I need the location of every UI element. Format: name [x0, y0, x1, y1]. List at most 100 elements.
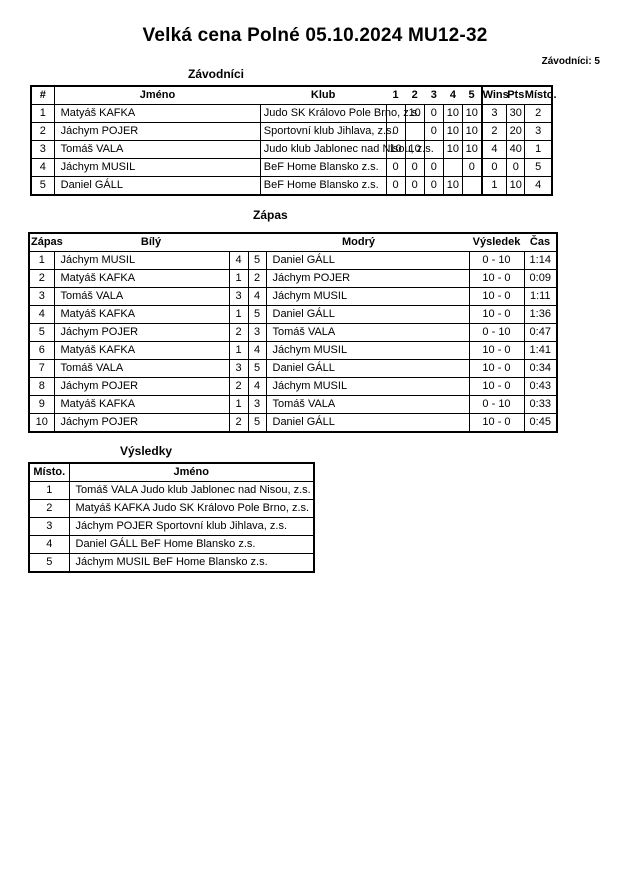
cell-blue-name: Daniel GÁLL [265, 305, 470, 324]
col-header-round-1: 1 [386, 86, 406, 105]
cell-blue-number: 3 [247, 395, 267, 414]
cell-score-2: 0 [404, 158, 425, 177]
cell-club: Sportovní klub Jihlava, z.s. [259, 122, 395, 141]
cell-place: 5 [524, 158, 553, 177]
col-header-pts: Pts [506, 86, 525, 105]
cell-white-name: Matyáš KAFKA [53, 341, 230, 360]
matches-header-row: Zápas Bílý Modrý Výsledek Čas [29, 233, 557, 252]
cell-result: 10 - 0 [468, 359, 525, 378]
cell-white-number: 3 [228, 287, 249, 306]
cell-wins: 4 [480, 140, 508, 159]
cell-blue-number: 5 [247, 305, 267, 324]
match-row: 1 Jáchym MUSIL 4 5 Daniel GÁLL 0 - 10 1:… [28, 251, 558, 270]
cell-club: BeF Home Blansko z.s. [259, 158, 387, 177]
cell-white-number: 2 [228, 323, 249, 342]
cell-blue-number: 5 [247, 359, 267, 378]
page-title: Velká cena Polné 05.10.2024 MU12-32 [142, 25, 488, 46]
cell-blue-number: 4 [247, 377, 267, 396]
cell-place: 4 [28, 535, 70, 554]
col-header-name: Jméno [68, 463, 314, 482]
result-row: 2 Matyáš KAFKA Judo SK Královo Pole Brno… [28, 499, 315, 518]
col-header-wins: Wins [480, 86, 509, 105]
cell-white-number: 3 [228, 359, 249, 378]
cell-number: 4 [30, 158, 55, 177]
cell-club: BeF Home Blansko z.s. [259, 176, 387, 196]
cell-result: 10 - 0 [468, 377, 525, 396]
cell-score-4: 10 [442, 176, 463, 196]
cell-number: 3 [30, 140, 55, 159]
cell-white-number: 1 [228, 305, 249, 324]
cell-time: 1:36 [523, 305, 558, 324]
cell-blue-name: Jáchym MUSIL [265, 287, 470, 306]
cell-time: 1:41 [523, 341, 558, 360]
cell-match-number: 9 [28, 395, 55, 414]
cell-score-5: 10 [461, 140, 483, 159]
cell-number: 5 [30, 176, 55, 196]
results-header-row: Místo. Jméno [29, 463, 314, 482]
cell-score-1: 0 [385, 176, 406, 196]
cell-score-2: 10 [404, 104, 425, 123]
cell-club: Judo SK Královo Pole Brno, z.s. [259, 104, 420, 123]
col-header-round-4: 4 [443, 86, 463, 105]
cell-score-4: 10 [442, 104, 463, 123]
col-header-number: # [31, 86, 55, 105]
cell-blue-name: Jáchym MUSIL [265, 377, 470, 396]
cell-white-name: Jáchym POJER [53, 413, 230, 433]
cell-white-number: 2 [228, 413, 249, 433]
col-header-club: Klub [260, 86, 387, 105]
competitor-row: 3 Tomáš VALA Judo klub Jablonec nad Niso… [30, 140, 553, 159]
cell-blue-name: Daniel GÁLL [265, 359, 470, 378]
cell-match-number: 3 [28, 287, 55, 306]
cell-pts: 20 [506, 122, 526, 141]
cell-white-number: 4 [228, 251, 249, 270]
match-row: 6 Matyáš KAFKA 1 4 Jáchym MUSIL 10 - 0 1… [28, 341, 558, 360]
competitors-count-label: Závodníci: 5 [541, 56, 600, 67]
cell-white-name: Jáchym MUSIL [53, 251, 230, 270]
cell-score-5 [461, 176, 483, 196]
col-header-white: Bílý [54, 233, 248, 252]
cell-blue-name: Tomáš VALA [265, 323, 470, 342]
cell-name: Matyáš KAFKA [53, 104, 261, 123]
cell-wins: 2 [480, 122, 508, 141]
match-row: 9 Matyáš KAFKA 1 3 Tomáš VALA 0 - 10 0:3… [28, 395, 558, 414]
cell-name: Jáchym MUSIL [53, 158, 261, 177]
cell-number: 2 [30, 122, 55, 141]
cell-pts: 10 [506, 176, 526, 196]
col-header-match-number: Zápas [29, 233, 63, 252]
cell-white-name: Tomáš VALA [53, 287, 230, 306]
result-row: 5 Jáchym MUSIL BeF Home Blansko z.s. [28, 553, 315, 573]
cell-result: 0 - 10 [468, 395, 525, 414]
cell-blue-number: 5 [247, 251, 267, 270]
cell-blue-number: 4 [247, 341, 267, 360]
section-heading-matches: Zápas [253, 208, 288, 222]
competitor-row: 5 Daniel GÁLL BeF Home Blansko z.s. 0 0 … [30, 176, 553, 196]
cell-result: 10 - 0 [468, 413, 525, 433]
cell-blue-number: 5 [247, 413, 267, 433]
cell-wins: 0 [480, 158, 508, 177]
cell-name: Daniel GÁLL BeF Home Blansko z.s. [68, 535, 315, 554]
cell-white-name: Jáchym POJER [53, 323, 230, 342]
cell-blue-name: Daniel GÁLL [265, 413, 470, 433]
cell-white-name: Matyáš KAFKA [53, 269, 230, 288]
cell-white-name: Matyáš KAFKA [53, 395, 230, 414]
cell-time: 0:47 [523, 323, 558, 342]
cell-white-name: Jáchym POJER [53, 377, 230, 396]
competitors-table: # Jméno Klub 1 2 3 4 5 Wins Pts Místo. 1… [30, 85, 557, 196]
cell-match-number: 10 [28, 413, 55, 433]
cell-time: 0:34 [523, 359, 558, 378]
col-header-blue: Modrý [248, 233, 469, 252]
cell-wins: 1 [480, 176, 508, 196]
cell-white-number: 1 [228, 395, 249, 414]
cell-score-5: 10 [461, 104, 483, 123]
cell-place: 2 [28, 499, 70, 518]
col-header-result: Výsledek [469, 233, 524, 252]
cell-blue-number: 3 [247, 323, 267, 342]
cell-blue-name: Daniel GÁLL [265, 251, 470, 270]
cell-white-number: 1 [228, 341, 249, 360]
cell-blue-name: Jáchym MUSIL [265, 341, 470, 360]
cell-score-3: 0 [423, 122, 444, 141]
cell-score-1: 0 [385, 158, 406, 177]
cell-score-4: 10 [442, 122, 463, 141]
col-header-place: Místo. [29, 463, 69, 482]
match-row: 2 Matyáš KAFKA 1 2 Jáchym POJER 10 - 0 0… [28, 269, 558, 288]
